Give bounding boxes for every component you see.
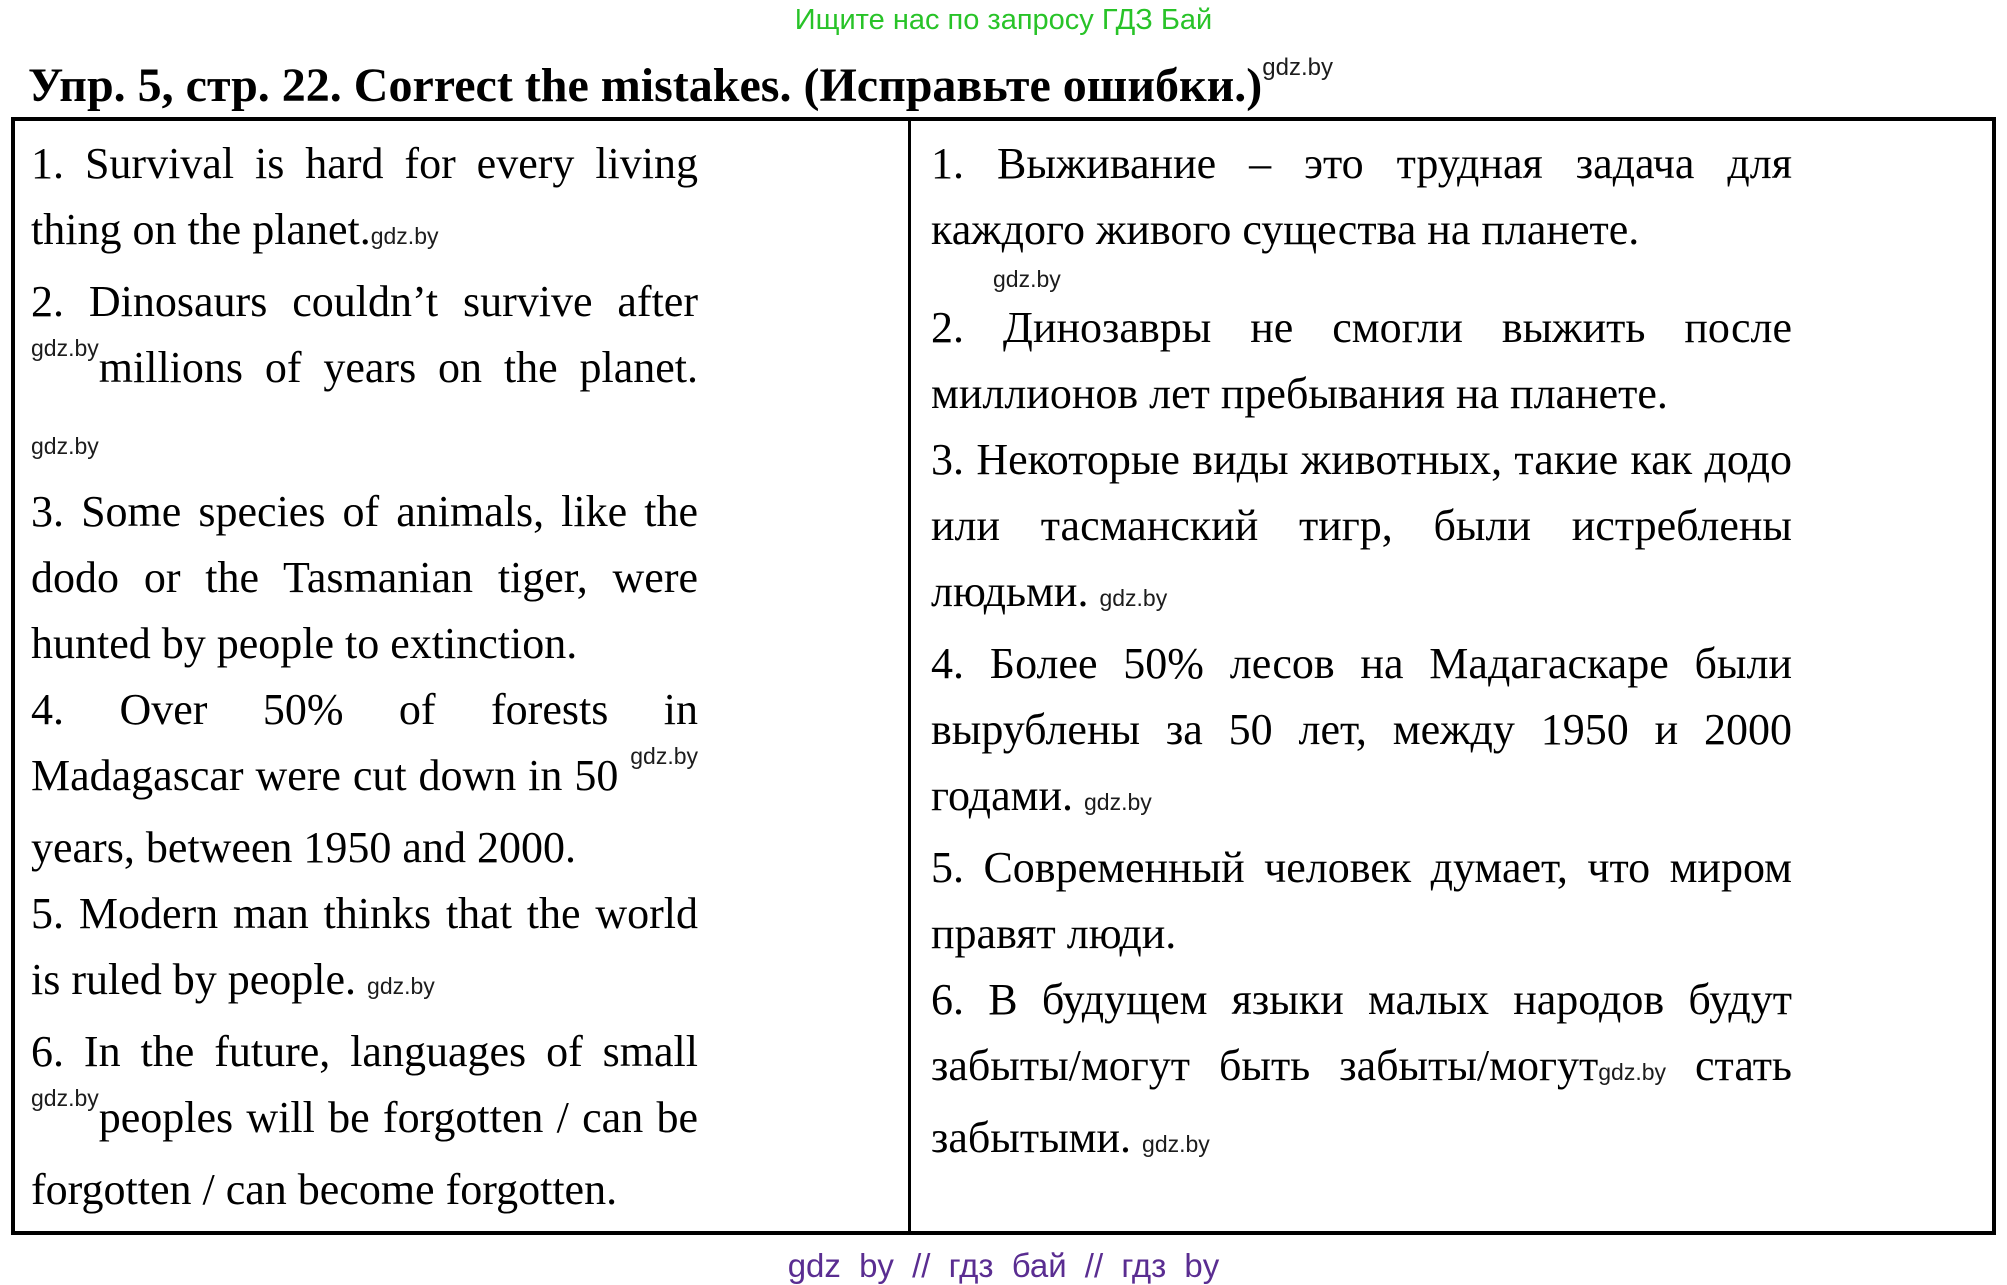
exercise-item-en-4: 4. Over 50% of forests in Madagascar wer… xyxy=(31,685,698,872)
gdzby-watermark: gdz.by xyxy=(630,743,698,769)
gdzby-watermark: gdz.by xyxy=(1142,1131,1210,1157)
exercise-item-en-2: 2. Dinosaurs couldn’t survive after gdz.… xyxy=(31,277,698,459)
exercise-item-en-6: 6. In the future, languages of small gdz… xyxy=(31,1027,698,1214)
exercise-item-ru-2: 2. Динозавры не смогли выжить после милл… xyxy=(931,303,1792,418)
gdzby-watermark: gdz.by xyxy=(1084,789,1152,815)
exercise-item-ru-6: 6. В будущем языки малых народов будут з… xyxy=(931,975,1793,1162)
gdzby-watermark: gdz.by xyxy=(1099,585,1168,611)
gdzby-watermark: gdz.by xyxy=(367,973,435,999)
exercise-item-en-3: 3. Some species of animals, like the dod… xyxy=(31,487,698,668)
exercise-table: 1. Survival is hard for every living thi… xyxy=(11,117,1996,1235)
gdzby-watermark: gdz.by xyxy=(993,266,1061,292)
column-russian: 1. Выживание – это трудная задача для ка… xyxy=(908,121,1992,1231)
exercise-item-ru-4: 4. Более 50% лесов на Мадагаскаре были в… xyxy=(931,639,1792,820)
column-english: 1. Survival is hard for every living thi… xyxy=(15,121,908,1231)
promo-banner: Ищите нас по запросу ГДЗ Бай xyxy=(794,4,1213,36)
gdzby-watermark: gdz.by xyxy=(31,1085,99,1111)
gdzby-watermark: gdz.by xyxy=(31,433,99,459)
exercise-item-ru-5: 5. Современный человек думает, что миром… xyxy=(931,843,1792,958)
page-title-text: Упр. 5, стр. 22. Correct the mistakes. (… xyxy=(28,59,1263,112)
title-watermark: gdz.by xyxy=(1262,54,1333,81)
gdzby-watermark: gdz.by xyxy=(370,223,439,249)
exercise-item-en-1: 1. Survival is hard for every living thi… xyxy=(31,139,698,254)
gdzby-watermark: gdz.by xyxy=(1598,1059,1667,1085)
exercise-item-ru-3: 3. Некоторые виды животных, такие как до… xyxy=(931,435,1792,616)
exercise-item-ru-1: 1. Выживание – это трудная задача для ка… xyxy=(931,131,1792,295)
gdzby-watermark: gdz.by xyxy=(31,335,99,361)
page-title: Упр. 5, стр. 22. Correct the mistakes. (… xyxy=(28,41,2007,112)
exercise-item-en-5: 5. Modern man thinks that the world is r… xyxy=(31,889,698,1004)
footer-watermark: gdz by // гдз бай // гдз by xyxy=(787,1247,1220,1284)
